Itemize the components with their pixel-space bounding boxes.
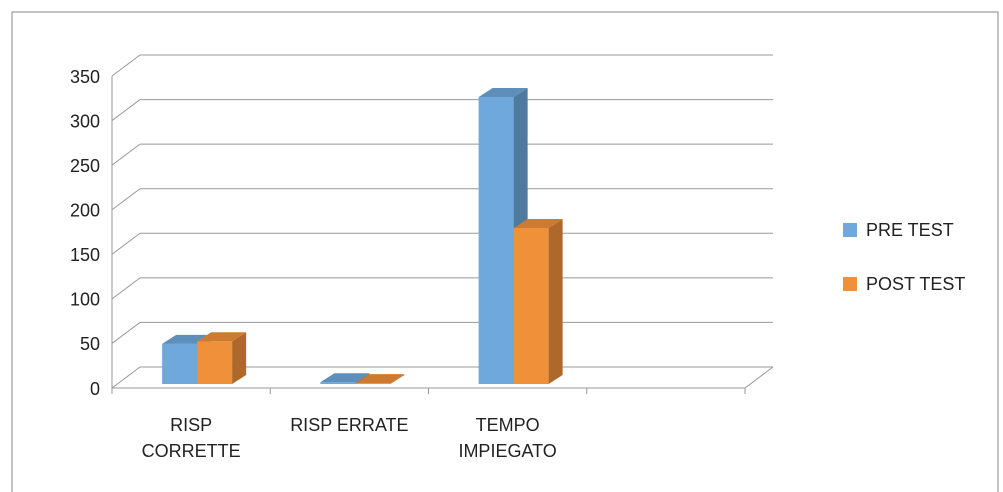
bar-top [320,373,370,383]
x-tick-label: RISP CORRETTE [141,415,241,461]
bar [197,341,233,384]
y-tick-label: 250 [70,156,100,176]
y-tick-label: 50 [80,334,100,354]
y-tick-label: 100 [70,290,100,310]
grid-line-side [111,54,141,77]
y-tick-label: 350 [70,67,100,87]
bar-top [478,87,528,97]
chart-border [11,11,999,492]
grid-line-side [111,366,141,389]
axis-line [744,366,774,389]
bar [162,343,198,384]
grid-line-side [111,322,141,344]
y-tick-label: 150 [70,245,100,265]
legend-label: PRE TEST [866,220,954,240]
bar [478,96,514,385]
y-tick-label: 300 [70,111,100,131]
legend-label: POST TEST [866,274,965,294]
y-tick-label: 200 [70,200,100,220]
grid-line-side [111,143,141,166]
bar-side [390,374,405,384]
x-tick-label: TEMPO IMPIEGATO [458,415,557,461]
grid-line-side [111,232,141,255]
legend-swatch [843,223,857,237]
bar-side [232,332,247,384]
legend-swatch [843,277,857,291]
bar-top [355,374,405,384]
bar-side [548,219,563,384]
bar-top [197,332,247,342]
y-tick-label: 0 [90,379,100,399]
grid-line-side [111,99,141,121]
bar [320,382,356,384]
grid-line-side [111,277,141,300]
x-tick-label: RISP ERRATE [290,415,409,435]
bar [513,228,549,384]
bar-top [513,219,563,228]
bar [355,383,391,384]
grid-line-side [111,188,141,211]
